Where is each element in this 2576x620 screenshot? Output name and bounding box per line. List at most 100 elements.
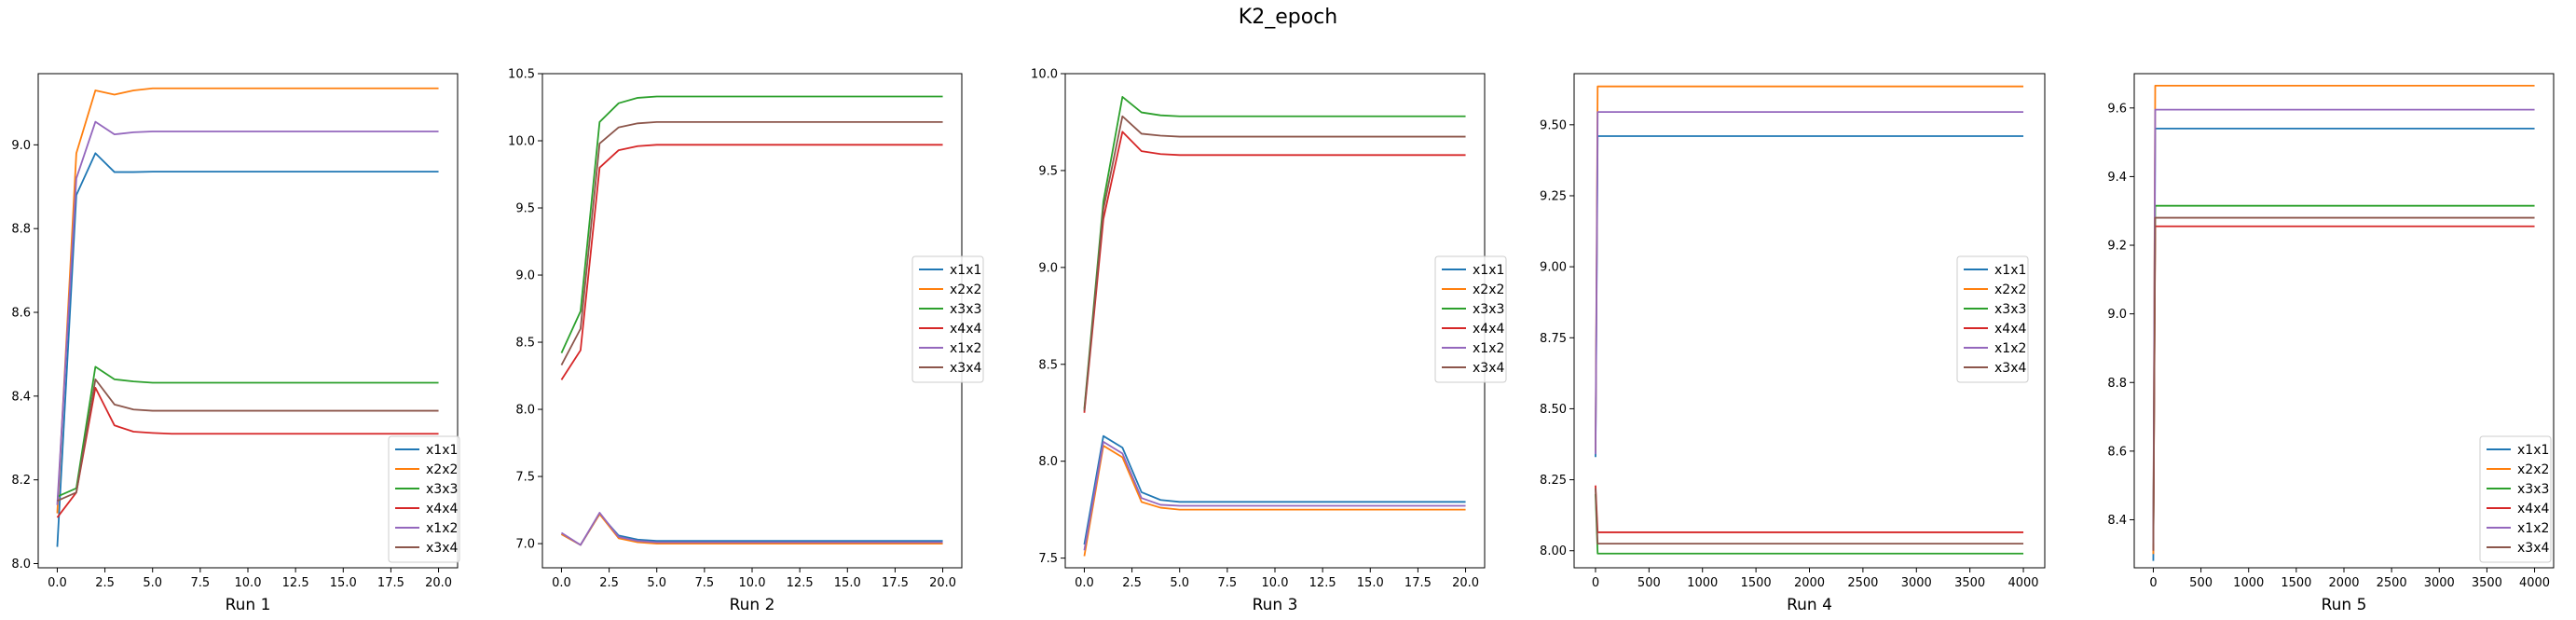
y-tick-label: 9.0 [2107, 308, 2127, 322]
y-tick-label: 9.0 [515, 269, 535, 283]
x-tick-label: 10.0 [1262, 576, 1289, 590]
y-tick-label: 7.5 [1038, 552, 1058, 566]
x-tick-label: 10.0 [739, 576, 766, 590]
series-line-x1x1 [1083, 434, 1466, 545]
y-tick-label: 8.25 [1540, 474, 1567, 488]
y-tick-label: 10.5 [508, 68, 535, 82]
legend-label-x2x2: x2x2 [1994, 282, 2026, 297]
legend-label-x4x4: x4x4 [426, 502, 458, 517]
legend-label-x1x2: x1x2 [426, 521, 458, 536]
x-tick-label: 4000 [2519, 576, 2550, 590]
x-tick-label: 17.5 [377, 576, 404, 590]
series-line-x4x4 [1083, 131, 1466, 413]
x-tick-label: 3500 [2472, 576, 2502, 590]
legend-label-x1x1: x1x1 [426, 443, 458, 458]
x-tick-label: 0.0 [552, 576, 571, 590]
x-tick-label: 5.0 [647, 576, 666, 590]
series-line-x3x3 [2152, 204, 2535, 547]
y-tick-label: 10.0 [508, 135, 535, 149]
series-line-x3x4 [1083, 115, 1466, 411]
legend-box [1434, 255, 1507, 383]
legend-label-x1x2: x1x2 [2517, 521, 2549, 536]
x-tick-label: 12.5 [787, 576, 814, 590]
x-tick-label: 7.5 [1218, 576, 1238, 590]
series-line-x1x2 [1083, 440, 1466, 551]
legend-label-x4x4: x4x4 [950, 322, 981, 337]
legend-label-x2x2: x2x2 [1473, 282, 1504, 297]
y-tick-label: 8.5 [1038, 358, 1058, 372]
y-tick-label: 8.75 [1540, 332, 1567, 346]
y-tick-label: 9.5 [1038, 164, 1058, 178]
x-axis-label: Run 4 [1787, 596, 1832, 614]
x-tick-label: 2.5 [599, 576, 619, 590]
series-line-x3x3 [1083, 96, 1466, 409]
legend-label-x3x3: x3x3 [1994, 302, 2026, 317]
y-tick-label: 7.5 [515, 471, 535, 485]
x-tick-label: 2500 [2377, 576, 2407, 590]
axes-frame [1064, 73, 1486, 569]
legend-label-x3x4: x3x4 [426, 541, 458, 556]
x-tick-label: 2000 [2328, 576, 2359, 590]
x-axis-label: Run 5 [2322, 596, 2367, 614]
y-tick-label: 8.0 [515, 404, 535, 418]
y-tick-label: 8.50 [1540, 403, 1567, 417]
subplot-1: 0.0 2.5 5.0 7.5 10.0 12.5 15.0 17.5 20.0 8.0 8.2 8.… [11, 73, 460, 614]
legend-label-x4x4: x4x4 [1473, 322, 1504, 337]
y-tick-label: 8.6 [2107, 445, 2127, 459]
x-tick-label: 500 [2189, 576, 2213, 590]
x-axis-label: Run 2 [730, 596, 775, 614]
series-line-x1x2 [56, 120, 439, 505]
figure-title: K2_epoch [1238, 6, 1338, 29]
legend: x1x1 x2x2 x3x3 x4x4 x1x2 x3x4 [388, 435, 460, 563]
subplot-5: 0 500 1000 1500 2000 2500 3000 3500 4000 8.4 8.6 8.… [2107, 73, 2555, 614]
legend-label-x3x4: x3x4 [2517, 541, 2549, 556]
x-tick-label: 17.5 [1404, 576, 1432, 590]
x-tick-label: 17.5 [882, 576, 909, 590]
x-tick-label: 0 [1592, 576, 1599, 590]
x-tick-label: 20.0 [929, 576, 956, 590]
x-tick-label: 2500 [1847, 576, 1878, 590]
y-tick-label: 8.8 [11, 223, 31, 237]
y-tick-label: 8.0 [1038, 455, 1058, 469]
legend-label-x1x2: x1x2 [1473, 341, 1504, 356]
axes-frame [541, 73, 963, 569]
x-axis-label: Run 3 [1253, 596, 1298, 614]
x-tick-label: 5.0 [143, 576, 162, 590]
series-line-x3x3 [1595, 493, 2024, 555]
x-tick-label: 2.5 [95, 576, 115, 590]
series-line-x1x1 [2152, 127, 2535, 561]
legend-label-x3x3: x3x3 [1473, 302, 1504, 317]
y-tick-label: 9.0 [11, 139, 31, 153]
x-tick-label: 7.5 [191, 576, 211, 590]
series-line-x3x4 [1595, 488, 2024, 545]
legend-label-x3x4: x3x4 [1994, 361, 2026, 376]
series-line-x4x4 [56, 386, 439, 518]
x-tick-label: 2.5 [1122, 576, 1142, 590]
series-line-x3x4 [2152, 216, 2535, 551]
x-tick-label: 5.0 [1170, 576, 1189, 590]
y-tick-label: 8.8 [2107, 377, 2127, 391]
legend-label-x1x2: x1x2 [1994, 341, 2026, 356]
legend-label-x4x4: x4x4 [1994, 322, 2026, 337]
legend-label-x1x1: x1x1 [950, 263, 981, 278]
x-tick-label: 15.0 [834, 576, 861, 590]
legend-label-x3x3: x3x3 [426, 482, 458, 497]
subplot-3: 0.0 2.5 5.0 7.5 10.0 12.5 15.0 17.5 20.0 7.5 8.0 8.… [1031, 68, 1507, 614]
x-tick-label: 1000 [1687, 576, 1718, 590]
legend-box [388, 435, 460, 563]
x-axis-label: Run 1 [226, 596, 271, 614]
y-tick-label: 9.00 [1540, 261, 1567, 275]
x-tick-label: 0 [2149, 576, 2157, 590]
y-tick-label: 9.50 [1540, 118, 1567, 132]
series-line-x4x4 [2152, 225, 2535, 551]
legend-box [1956, 255, 2029, 383]
x-tick-label: 0.0 [48, 576, 67, 590]
series-line-x3x3 [57, 365, 439, 498]
legend-label-x1x1: x1x1 [1473, 263, 1504, 278]
legend-label-x1x1: x1x1 [1994, 263, 2026, 278]
x-tick-label: 0.0 [1075, 576, 1094, 590]
legend-label-x2x2: x2x2 [426, 462, 458, 477]
x-tick-label: 12.5 [1309, 576, 1336, 590]
series-line-x4x4 [560, 144, 943, 380]
subplot-4: 0 500 1000 1500 2000 2500 3000 3500 4000 8.00 8.25… [1540, 73, 2046, 614]
